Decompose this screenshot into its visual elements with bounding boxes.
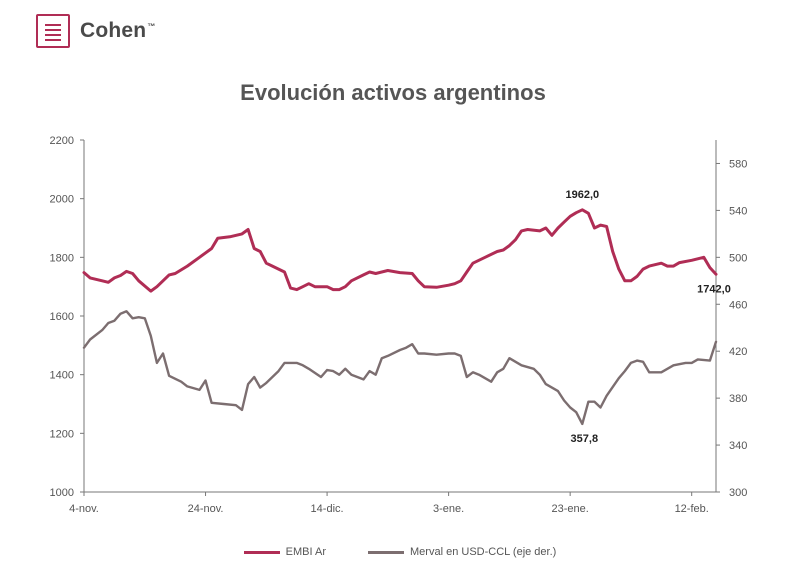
x-tick-label: 12-feb.	[675, 503, 709, 515]
series-line-merval	[82, 310, 718, 426]
y-left-tick-label: 1000	[50, 487, 74, 499]
x-tick-label: 4-nov.	[69, 503, 99, 515]
x-tick-label: 14-dic.	[311, 503, 344, 515]
legend-swatch-embi	[243, 550, 280, 554]
chart-legend: EMBI Ar Merval en USD-CCL (eje der.)	[0, 546, 800, 558]
y-left-tick-label: 1800	[50, 252, 74, 264]
legend-swatch-merval	[368, 550, 405, 554]
chart-title: Evolución activos argentinos	[240, 80, 546, 105]
brand-tm: ™	[147, 22, 156, 31]
x-tick-label: 24-nov.	[188, 503, 224, 515]
y-left-tick-label: 1400	[50, 370, 74, 382]
legend-label-embi: EMBI Ar	[285, 546, 327, 558]
data-label: 1962,0	[565, 189, 599, 201]
brand-name: Cohen™	[80, 19, 156, 42]
y-right-tick-label: 380	[729, 393, 747, 405]
y-left-tick-label: 1200	[50, 428, 74, 440]
cohen-logo-icon	[36, 14, 70, 48]
legend-label-merval: Merval en USD-CCL (eje der.)	[410, 546, 557, 558]
y-left-tick-label: 1600	[50, 311, 74, 323]
y-right-tick-label: 500	[729, 252, 747, 264]
y-right-tick-label: 300	[729, 487, 747, 499]
brand-logo: Cohen™	[36, 14, 156, 48]
legend-item-embi: EMBI Ar	[243, 546, 327, 558]
y-right-tick-label: 540	[729, 205, 747, 217]
y-right-tick-label: 420	[729, 346, 747, 358]
y-right-tick-label: 340	[729, 440, 747, 452]
data-label: 1742,0	[697, 283, 731, 295]
y-right-tick-label: 580	[729, 158, 747, 170]
data-label: 357,8	[571, 433, 599, 445]
series-line-embi	[82, 208, 718, 293]
x-tick-label: 23-ene.	[551, 503, 588, 515]
legend-item-merval: Merval en USD-CCL (eje der.)	[368, 546, 556, 558]
y-left-tick-label: 2200	[50, 135, 74, 147]
y-right-tick-label: 460	[729, 299, 747, 311]
y-left-tick-label: 2000	[50, 194, 74, 206]
x-tick-label: 3-ene.	[433, 503, 464, 515]
